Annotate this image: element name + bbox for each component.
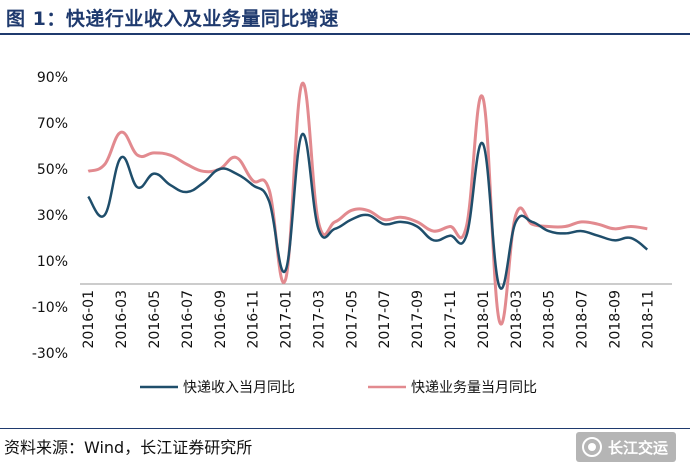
x-tick-label: 2016-07 <box>180 290 196 349</box>
x-tick-label: 2018-05 <box>542 290 558 349</box>
x-tick-label: 2016-11 <box>246 290 262 349</box>
x-tick-label: 2017-01 <box>279 290 295 349</box>
series-layer <box>87 82 649 326</box>
y-tick-label: 30% <box>37 208 68 224</box>
y-tick-label: -30% <box>32 346 68 362</box>
y-tick-label: 50% <box>37 162 68 178</box>
x-tick-label: 2016-03 <box>114 290 130 349</box>
x-tick-label: 2017-11 <box>443 290 459 349</box>
legend-label-income: 快递收入当月同比 <box>183 380 295 396</box>
chart-title: 图 1：快递行业收入及业务量同比增速 <box>6 8 339 30</box>
x-tick-label: 2016-09 <box>213 290 229 349</box>
legend-label-volume: 快递业务量当月同比 <box>411 380 537 396</box>
legend: 快递收入当月同比 快递业务量当月同比 <box>140 380 537 396</box>
x-tick-label: 2017-05 <box>344 290 360 349</box>
x-tick-label: 2018-07 <box>575 290 591 349</box>
watermark-text: 长江交运 <box>607 438 668 457</box>
x-tick-label: 2018-09 <box>607 290 623 349</box>
source-divider <box>0 428 690 429</box>
series-line-volume <box>87 82 648 326</box>
x-tick-label: 2018-11 <box>640 290 656 349</box>
x-tick-label: 2017-07 <box>377 290 393 349</box>
y-tick-label: 10% <box>37 254 68 270</box>
x-tick-label: 2017-09 <box>410 290 426 349</box>
title-divider <box>0 33 690 35</box>
x-axis-labels: 2016-01 2016-03 2016-05 2016-07 2016-09 2016-… <box>81 290 656 349</box>
y-tick-label: 70% <box>37 116 68 132</box>
watermark: 长江交运 <box>575 432 676 462</box>
y-axis: 90% 70% 50% 30% 10% -10% -30% <box>32 70 68 362</box>
y-tick-label: -10% <box>32 300 68 316</box>
series-line-income <box>87 133 649 290</box>
wechat-logo-icon <box>581 437 602 457</box>
x-tick-label: 2017-03 <box>311 290 327 349</box>
y-tick-label: 90% <box>37 70 68 86</box>
source-note: 资料来源：Wind，长江证券研究所 <box>4 438 253 457</box>
x-tick-label: 2018-01 <box>476 290 492 349</box>
x-tick-label: 2016-05 <box>147 290 163 349</box>
x-tick-label: 2018-03 <box>509 290 525 349</box>
x-tick-label: 2016-01 <box>81 290 97 349</box>
line-chart: 90%70%50%30%10%-10%-30% 2016-01 2016-03 20… <box>32 70 672 396</box>
